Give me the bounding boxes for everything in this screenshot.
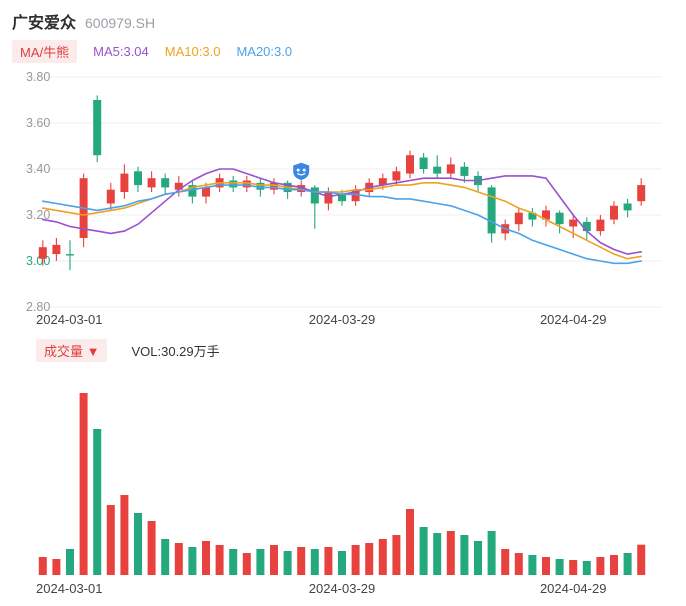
ma10-value: MA10:3.0	[164, 44, 221, 59]
ma5-value: MA5:3.04	[93, 44, 149, 59]
price-axis-labels: 3.803.603.403.203.002.80	[26, 70, 50, 314]
candles	[38, 95, 646, 271]
header: 广安爱众 600979.SH MA/牛熊 MA5:3.04 MA10:3.0 M…	[0, 0, 686, 63]
svg-text:2024-03-01: 2024-03-01	[36, 581, 103, 596]
volume-value: VOL:30.29万手	[131, 343, 220, 359]
volume-indicator-chip[interactable]: 成交量 ▼	[36, 338, 108, 362]
indicator-selector-chip[interactable]: MA/牛熊	[12, 40, 78, 63]
indicator-row: MA/牛熊 MA5:3.04 MA10:3.0 MA20:3.0	[12, 40, 674, 63]
svg-text:2024-03-29: 2024-03-29	[309, 312, 376, 327]
volume-header: 成交量 ▼ VOL:30.29万手	[0, 334, 686, 364]
date-axis-labels: 2024-03-01 2024-03-29 2024-04-29	[36, 312, 606, 327]
volume-chart[interactable]: 2024-03-01 2024-03-29 2024-04-29	[0, 364, 686, 606]
svg-text:3.20: 3.20	[26, 208, 50, 222]
ma-line-ma5	[41, 168, 643, 255]
ma-line-ma20	[41, 184, 643, 265]
ma20-value: MA20:3.0	[236, 44, 293, 59]
svg-text:2024-03-29: 2024-03-29	[309, 581, 376, 596]
date-axis-labels: 2024-03-01 2024-03-29 2024-04-29	[36, 581, 606, 596]
svg-text:2024-04-29: 2024-04-29	[540, 581, 607, 596]
ma-line-ma10	[41, 182, 643, 260]
price-gridlines	[24, 76, 662, 308]
svg-text:2024-03-01: 2024-03-01	[36, 312, 103, 327]
title-row: 广安爱众 600979.SH	[12, 9, 674, 33]
stock-code: 600979.SH	[85, 15, 156, 31]
svg-text:3.40: 3.40	[26, 162, 50, 176]
svg-text:3.60: 3.60	[26, 116, 50, 130]
svg-text:2.80: 2.80	[26, 300, 50, 314]
svg-text:2024-04-29: 2024-04-29	[540, 312, 607, 327]
stock-name: 广安爱众	[12, 15, 77, 32]
svg-text:3.80: 3.80	[26, 70, 50, 84]
volume-bars	[38, 393, 646, 575]
shield-badge-icon[interactable]	[293, 162, 310, 180]
